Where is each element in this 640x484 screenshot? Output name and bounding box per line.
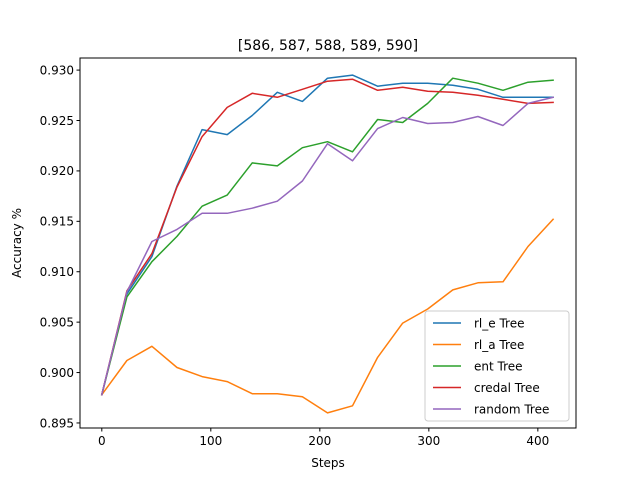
y-axis-label: Accuracy % bbox=[10, 208, 24, 278]
chart-title: [586, 587, 588, 589, 590] bbox=[238, 38, 418, 54]
series-group bbox=[100, 74, 555, 414]
plot-frame bbox=[79, 57, 577, 429]
x-tick-label: 300 bbox=[417, 434, 440, 448]
legend-label: rl_e Tree bbox=[474, 316, 524, 330]
legend-frame bbox=[424, 310, 570, 422]
legend-label: ent Tree bbox=[474, 359, 523, 373]
x-tick-label: 0 bbox=[98, 434, 106, 448]
x-tick-label: 100 bbox=[199, 434, 222, 448]
x-axis: 0 100 200 300 400 bbox=[98, 428, 549, 448]
legend-label: rl_a Tree bbox=[474, 338, 524, 352]
y-tick-label: 0.915 bbox=[40, 215, 74, 229]
y-tick-label: 0.910 bbox=[40, 265, 74, 279]
y-tick-label: 0.895 bbox=[40, 416, 74, 430]
y-tick-label: 0.925 bbox=[40, 114, 74, 128]
legend-label: credal Tree bbox=[474, 381, 540, 395]
legend-label: random Tree bbox=[474, 402, 549, 416]
y-tick-label: 0.920 bbox=[40, 164, 74, 178]
x-tick-label: 400 bbox=[526, 434, 549, 448]
y-tick-label: 0.900 bbox=[40, 366, 74, 380]
y-tick-label: 0.905 bbox=[40, 315, 74, 329]
series-line-3 bbox=[100, 78, 554, 396]
series-line-1 bbox=[100, 218, 555, 414]
legend-items: rl_e Tree rl_a Tree ent Tree credal Tree ran… bbox=[433, 316, 549, 416]
y-axis: 0.895 0.900 0.905 0.910 0.915 0.920 0.925 0.930 bbox=[40, 63, 80, 430]
series-line-2 bbox=[100, 77, 554, 396]
series-line-4 bbox=[100, 96, 555, 396]
x-axis-label: Steps bbox=[311, 456, 345, 470]
x-tick-label: 200 bbox=[308, 434, 331, 448]
legend: rl_e Tree rl_a Tree ent Tree credal Tree ran… bbox=[424, 310, 570, 422]
y-tick-label: 0.930 bbox=[40, 63, 74, 77]
